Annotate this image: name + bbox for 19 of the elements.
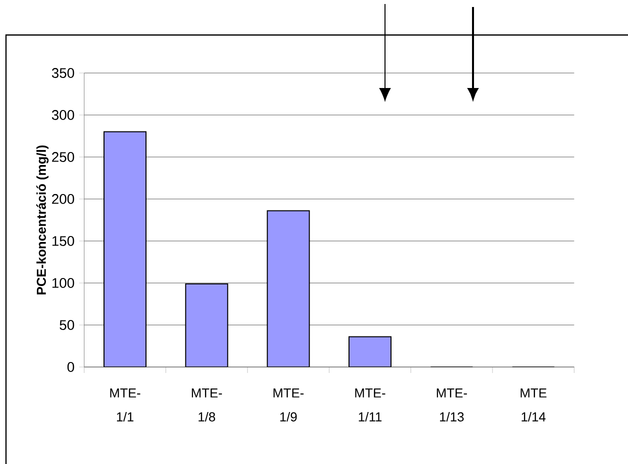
- y-tick-label: 250: [52, 152, 74, 162]
- y-tick-label: 100: [52, 278, 74, 288]
- y-tick-label: 300: [52, 110, 74, 120]
- bar: [185, 283, 228, 367]
- x-tick-label: MTE 1/14: [520, 388, 546, 422]
- x-tick-label: MTE-1/11: [355, 388, 386, 422]
- bar: [348, 336, 392, 367]
- y-tick-label: 0: [67, 362, 74, 372]
- x-tick-label: MTE-1/8: [192, 388, 222, 422]
- y-tick-label: 350: [52, 68, 74, 78]
- bar: [104, 131, 146, 367]
- y-tick-label: 200: [52, 194, 74, 204]
- x-tick-label: MTE-1/1: [110, 388, 140, 422]
- bar: [266, 210, 310, 367]
- y-tick-label: 150: [52, 236, 74, 246]
- y-tick-label: 50: [60, 320, 74, 330]
- x-tick-label: MTE-1/13: [436, 388, 467, 422]
- y-axis-title: PCE-koncentráció (mg/l): [36, 145, 49, 294]
- x-tick-label: MTE-1/9: [274, 388, 304, 422]
